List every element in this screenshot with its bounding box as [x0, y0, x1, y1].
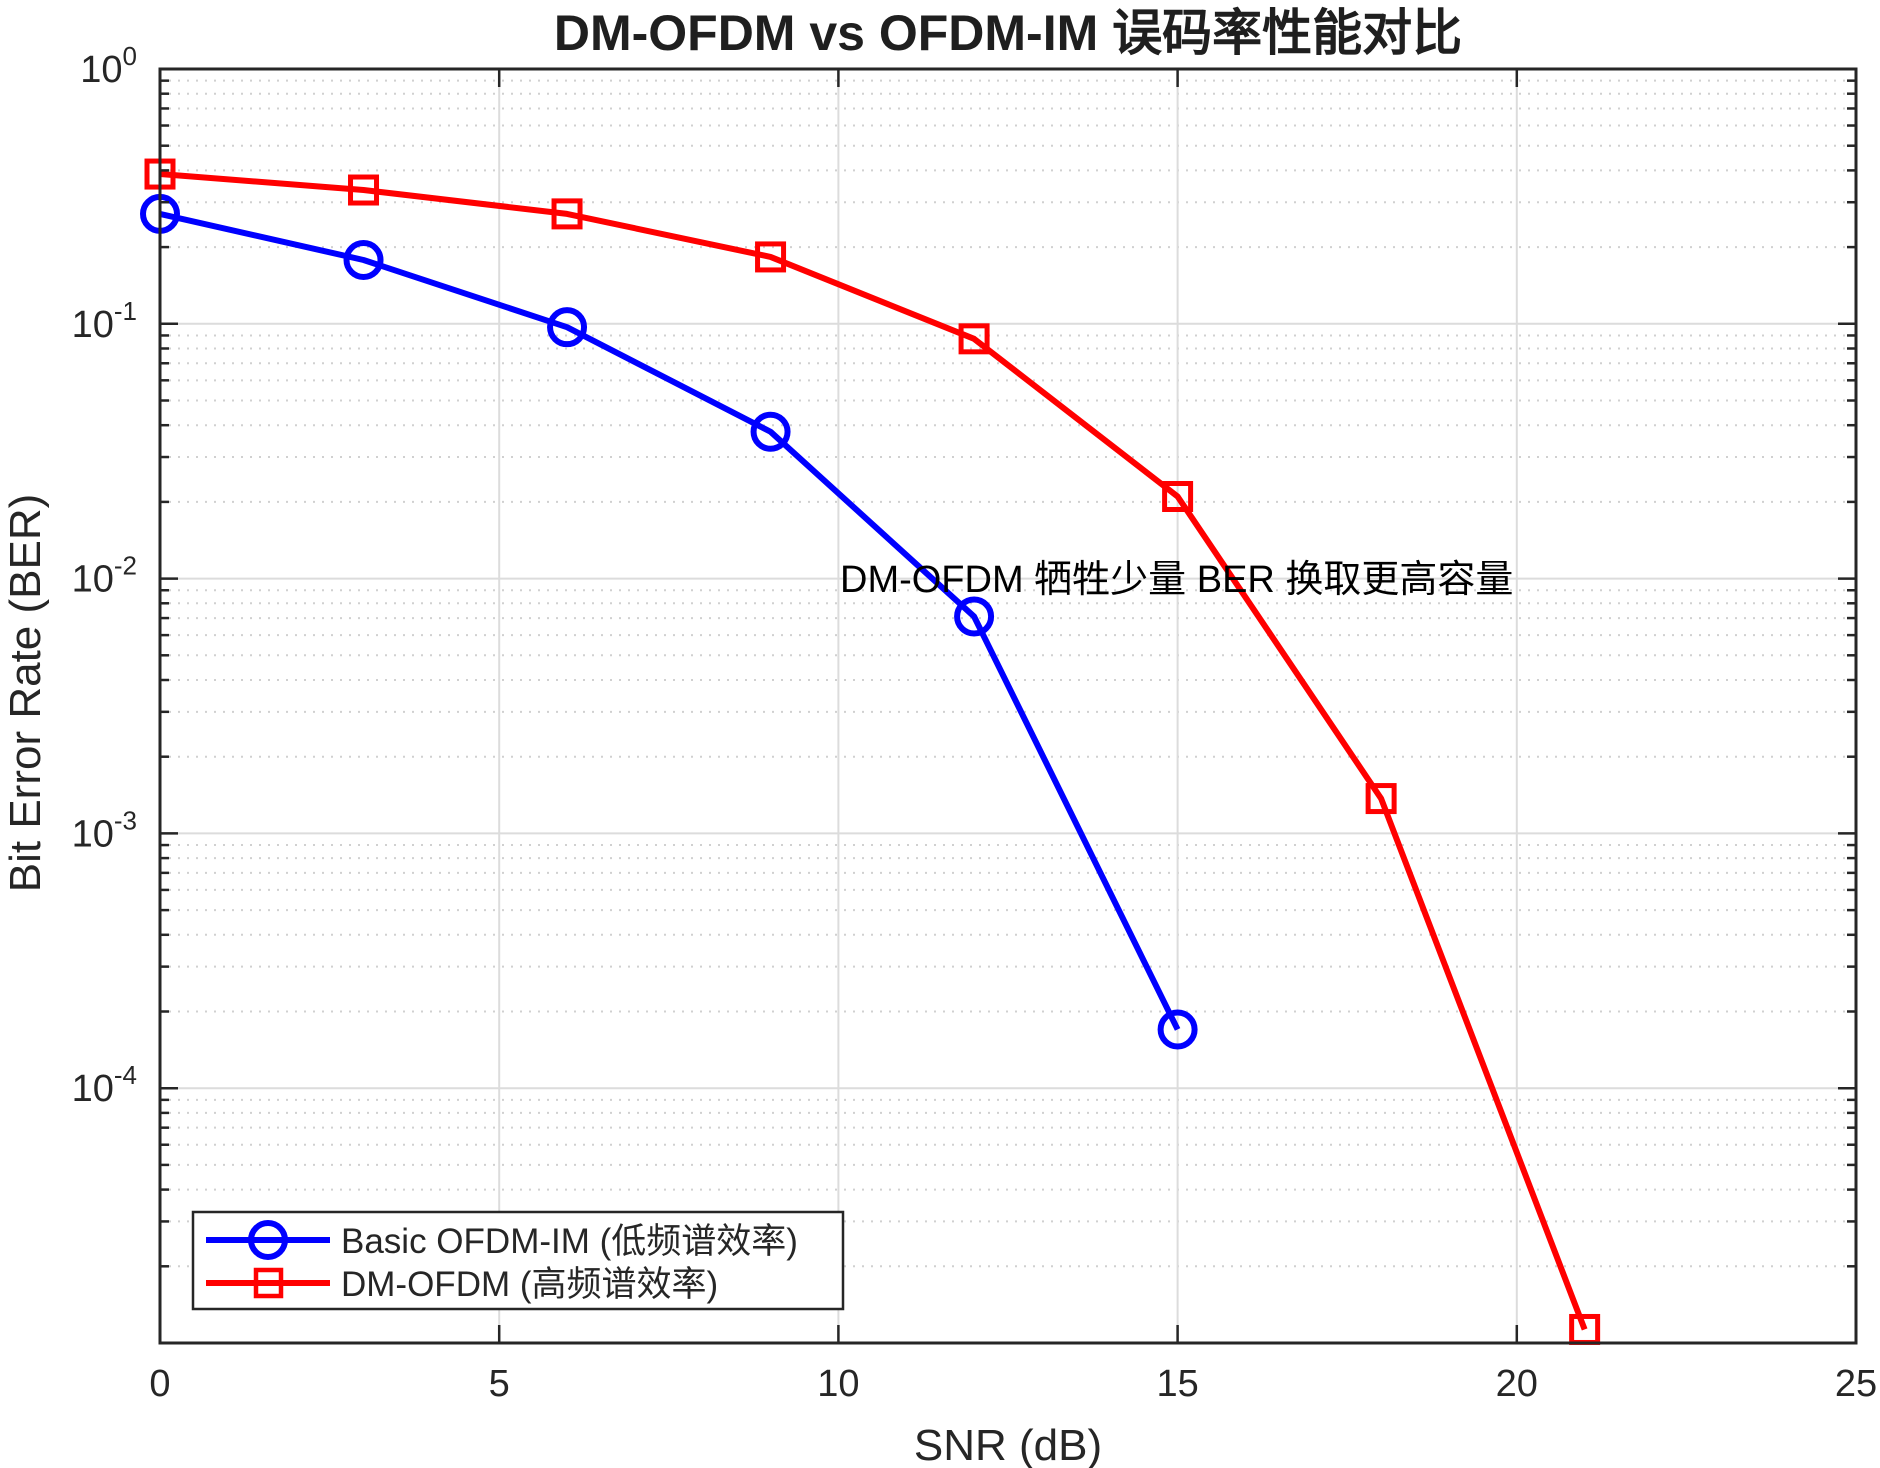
chart-title: DM-OFDM vs OFDM-IM 误码率性能对比 — [554, 5, 1462, 61]
legend-box — [191, 1210, 845, 1311]
legend[interactable]: Basic OFDM-IM (低频谱效率) DM-OFDM (高频谱效率) — [191, 1210, 845, 1311]
data-series — [140, 158, 1601, 1345]
x-axis-label: SNR (dB) — [914, 1421, 1102, 1468]
grid-lines — [160, 69, 1856, 1343]
x-tick-label: 25 — [1835, 1363, 1877, 1405]
legend-label-basic-ofdm-im: Basic OFDM-IM (低频谱效率) — [341, 1222, 798, 1261]
axis-ticks — [158, 67, 1858, 1343]
series-line — [159, 210, 1181, 1031]
circle-marker-icon — [547, 307, 588, 348]
circle-marker-icon — [750, 411, 791, 452]
circle-marker-icon — [248, 1220, 288, 1260]
circle-marker-icon — [343, 239, 384, 280]
square-marker-icon — [755, 241, 787, 273]
x-tick-label: 20 — [1496, 1363, 1538, 1405]
legend-label-dm-ofdm: DM-OFDM (高频谱效率) — [341, 1265, 718, 1304]
y-tick-label: 10-2 — [72, 551, 137, 601]
y-axis-label: Bit Error Rate (BER) — [1, 494, 50, 893]
square-marker-icon — [958, 323, 990, 355]
square-marker-icon — [1365, 783, 1397, 815]
annotation-text: DM-OFDM 牺牲少量 BER 换取更高容量 — [840, 559, 1513, 601]
x-tick-label: 5 — [489, 1363, 510, 1405]
series-line — [159, 171, 1588, 1331]
circle-marker-icon — [1157, 1009, 1198, 1050]
series-basic-ofdm-im — [140, 193, 1198, 1050]
x-tick-label: 0 — [149, 1363, 170, 1405]
plot-area-frame — [158, 67, 1858, 1345]
y-tick-label: 10-3 — [72, 805, 137, 855]
square-marker-icon — [348, 174, 380, 206]
square-marker-icon — [253, 1267, 284, 1299]
x-tick-label: 15 — [1156, 1363, 1198, 1405]
series-dm-ofdm — [144, 158, 1601, 1345]
square-marker-icon — [1162, 480, 1194, 512]
x-axis-tick-labels: 0 5 10 15 20 25 — [149, 1363, 1877, 1405]
y-tick-label: 10-1 — [72, 296, 137, 346]
y-tick-label: 100 — [80, 41, 137, 91]
y-axis-tick-labels: 100 10-1 10-2 10-3 10-4 — [72, 41, 137, 1110]
x-tick-label: 10 — [817, 1363, 859, 1405]
legend-item-dm-ofdm[interactable]: DM-OFDM (高频谱效率) — [206, 1265, 718, 1304]
circle-marker-icon — [954, 596, 995, 637]
square-marker-icon — [551, 198, 583, 230]
legend-item-basic-ofdm-im[interactable]: Basic OFDM-IM (低频谱效率) — [206, 1220, 798, 1261]
y-tick-label: 10-4 — [72, 1060, 137, 1110]
